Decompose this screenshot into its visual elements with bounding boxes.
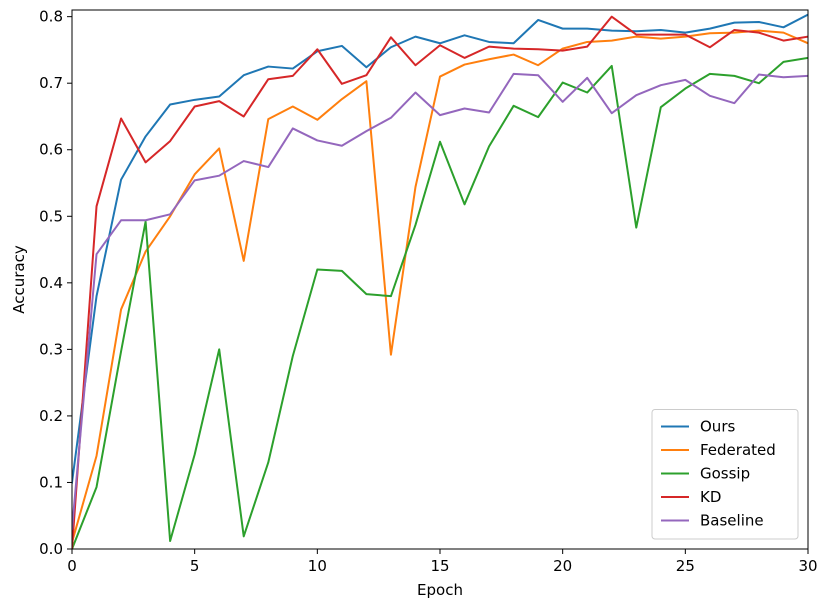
x-tick-label: 30 <box>798 557 817 575</box>
y-tick-label: 0.4 <box>39 274 63 292</box>
y-tick-label: 0.3 <box>39 340 63 358</box>
x-tick-label: 10 <box>308 557 327 575</box>
legend-label-federated: Federated <box>700 441 776 459</box>
series-layer <box>72 13 808 549</box>
legend: Ours Federated Gossip KD Baseline <box>651 409 799 540</box>
legend-label-gossip: Gossip <box>700 465 750 483</box>
series-line-kd <box>72 15 808 549</box>
x-tick-label: 20 <box>553 557 572 575</box>
y-tick-label: 0.5 <box>39 207 63 225</box>
y-tick-label: 0.7 <box>39 74 63 92</box>
y-axis-ticks: 0.0 0.1 0.2 0.3 0.4 0.5 0.6 0.7 0.8 <box>39 8 72 558</box>
series-line-gossip <box>72 56 808 549</box>
legend-label-kd: KD <box>700 488 721 506</box>
y-tick-label: 0.1 <box>39 473 63 491</box>
x-axis-ticks: 0 5 10 15 20 25 30 <box>67 549 818 575</box>
x-tick-label: 0 <box>67 557 77 575</box>
legend-box <box>651 409 799 540</box>
x-axis-label: Epoch <box>417 581 463 599</box>
legend-label-ours: Ours <box>700 418 735 436</box>
y-tick-label: 0.2 <box>39 407 63 425</box>
x-tick-label: 15 <box>430 557 449 575</box>
y-tick-label: 0.8 <box>39 8 63 26</box>
y-axis-label: Accuracy <box>10 245 28 314</box>
series-line-ours <box>72 13 808 484</box>
series-line-federated <box>72 29 808 544</box>
x-tick-label: 25 <box>676 557 695 575</box>
y-tick-label: 0.0 <box>39 540 63 558</box>
x-tick-label: 5 <box>190 557 200 575</box>
y-tick-label: 0.6 <box>39 141 63 159</box>
series-line-baseline <box>72 72 808 531</box>
legend-label-baseline: Baseline <box>700 512 764 530</box>
